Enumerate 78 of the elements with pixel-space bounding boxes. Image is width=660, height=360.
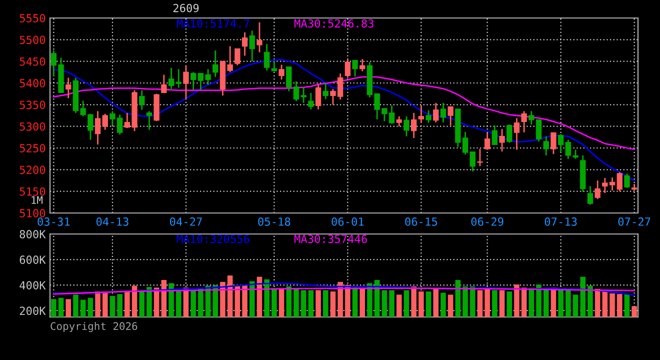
candlestick	[477, 148, 483, 167]
x-tick-label: 06-29	[471, 217, 504, 226]
text: Copyright 2026	[50, 322, 138, 332]
candlestick	[396, 116, 402, 128]
candlestick	[550, 132, 556, 155]
x-tick-label: 03-31	[38, 217, 70, 226]
x-tick-label: 04-13	[96, 217, 128, 226]
candlestick	[234, 48, 240, 66]
candlestick	[161, 74, 167, 94]
y-tick-label: 5200	[20, 166, 46, 174]
y-tick-label: 5400	[20, 79, 46, 88]
y-tick-label: 5350	[20, 100, 46, 110]
candlestick	[470, 150, 476, 172]
candlestick	[404, 116, 410, 137]
y-tick-label: 5300	[20, 122, 46, 131]
candlestick	[146, 110, 152, 130]
candlestick	[176, 68, 182, 88]
y-tick-label: 800K	[20, 230, 46, 238]
x-tick-label: 06-01	[332, 217, 364, 226]
candlestick	[448, 106, 454, 126]
candlestick	[360, 58, 366, 72]
candlestick	[587, 185, 594, 206]
candlestick	[418, 104, 424, 124]
y-tick-label: 5500	[20, 36, 46, 44]
candlestick	[484, 132, 490, 150]
candlestick	[286, 66, 292, 92]
x-tick-label: 06-15	[405, 217, 438, 226]
candlestick	[440, 102, 446, 124]
text: MA10:320556	[176, 234, 250, 244]
y-tick-label: 400K	[20, 281, 46, 290]
candlestick	[256, 22, 262, 53]
candlestick	[506, 124, 512, 144]
candlestick	[308, 92, 314, 110]
y-tick-label: 5100	[20, 209, 46, 218]
candlestick	[521, 110, 527, 134]
candlestick	[66, 77, 72, 99]
candlestick	[278, 64, 284, 80]
candlestick	[212, 50, 218, 78]
candlestick	[139, 90, 145, 111]
x-tick-label: 05-18	[258, 217, 290, 226]
candlestick	[492, 124, 498, 146]
candlestick	[352, 60, 358, 78]
candlestick	[168, 67, 174, 90]
candlestick	[190, 71, 196, 90]
candlestick	[433, 102, 439, 124]
candlestick	[94, 110, 101, 146]
candlestick	[426, 110, 432, 124]
candlestick	[624, 172, 630, 189]
candlestick	[249, 30, 255, 62]
candlestick	[499, 128, 505, 152]
x-tick-label: 04-27	[170, 217, 202, 226]
candlestick	[616, 172, 622, 192]
y-tick-label: 5550	[20, 14, 46, 22]
candlestick	[558, 133, 564, 154]
y-tick-label: 5250	[20, 144, 46, 152]
candlestick	[514, 117, 520, 150]
candlestick	[242, 32, 248, 56]
y-tick-label: 200K	[20, 306, 46, 316]
candlestick	[344, 58, 351, 78]
y-tick-label: 5450	[20, 57, 46, 66]
candlestick	[315, 84, 322, 110]
text: MA30:357446	[294, 234, 367, 244]
x-tick-label: 07-13	[544, 217, 577, 226]
x-tick-label: 07-27	[618, 217, 650, 226]
candlestick	[102, 113, 108, 130]
candlestick	[543, 136, 549, 156]
candlestick	[322, 82, 328, 100]
text: MA10:5174.7	[176, 19, 250, 28]
candlestick	[271, 60, 278, 72]
candlestick	[594, 180, 600, 200]
candlestick	[183, 64, 189, 100]
candlestick	[410, 112, 417, 139]
chart-title: 2609	[173, 4, 199, 12]
candlestick	[264, 43, 270, 72]
y-tick-label: 5150	[20, 187, 46, 196]
text: 1M	[32, 196, 42, 204]
text: MA30:5246.83	[294, 19, 374, 28]
y-tick-label: 600K	[20, 256, 46, 264]
